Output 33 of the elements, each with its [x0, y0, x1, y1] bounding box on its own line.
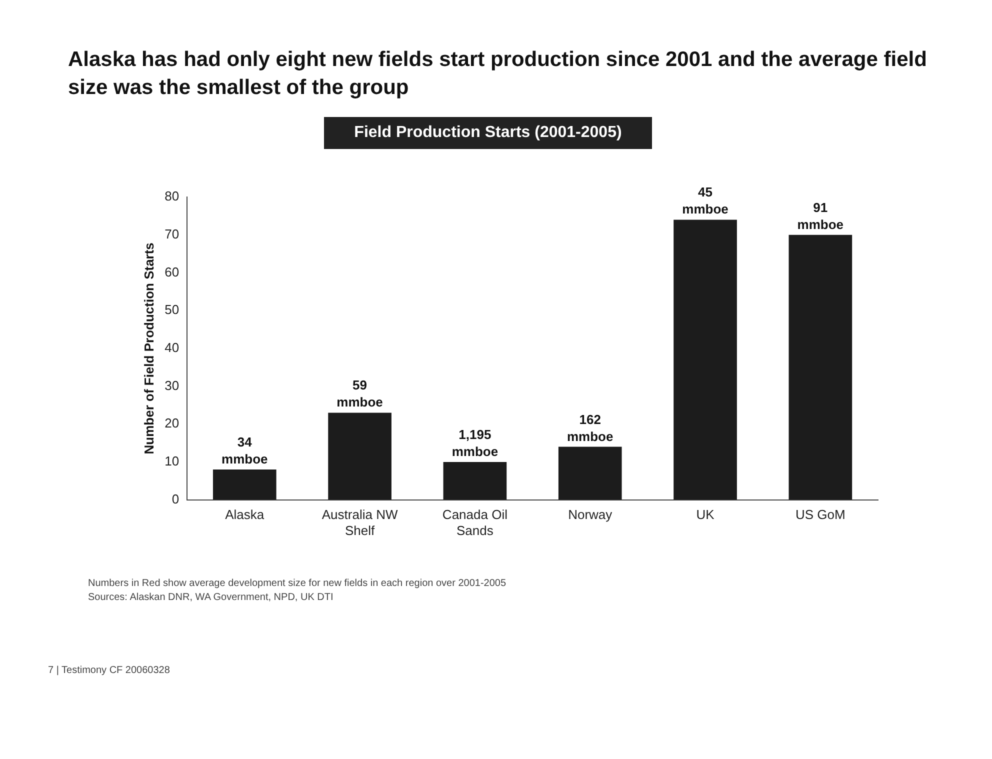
y-tick-label: 0	[172, 491, 180, 506]
source-note: Sources: Alaskan DNR, WA Government, NPD, UK DTI	[88, 590, 334, 605]
bar	[558, 446, 622, 500]
x-tick-label: US GoM	[796, 506, 846, 522]
y-tick-label: 70	[164, 226, 180, 242]
y-axis-title: Number of Field Production Starts	[141, 242, 156, 454]
y-tick-label: 30	[164, 378, 180, 393]
chart-subtitle: Field Production Starts (2001-2005)	[324, 116, 652, 149]
y-tick-label: 50	[164, 302, 180, 317]
bar	[674, 219, 737, 500]
text: Numbers in Red show average development size for new fields in each region over 2001-2005	[88, 576, 508, 591]
x-tick-label: Alaska	[225, 506, 265, 522]
y-tick-label: 80	[164, 188, 180, 204]
x-tick-label: UK	[696, 506, 715, 522]
annotation: 91 mmboe	[797, 200, 844, 232]
chart-title: Alaska has had only eight new fields start production since 2001 and the average field size was the smallest of the group	[67, 47, 928, 102]
annotation: 1,195 mmboe	[452, 426, 498, 459]
annotation: 45 mmboe	[682, 184, 728, 216]
y-tick-label: 40	[164, 340, 180, 355]
bar	[788, 234, 852, 500]
x-tick-label: Norway	[568, 506, 613, 522]
y-tick-label: 60	[164, 264, 180, 279]
bar	[328, 412, 392, 500]
bar	[212, 469, 276, 500]
annotation: 162 mmboe	[566, 411, 614, 444]
text: 7 | Testimony CF 20060328	[48, 664, 171, 676]
annotation: 34 mmboe	[222, 434, 268, 466]
x-tick-label: Australia NW Shelf	[322, 506, 398, 538]
x-tick-label: Canada Oil Sands	[442, 506, 508, 538]
annotation: 59 mmboe	[336, 377, 383, 410]
bar	[443, 462, 507, 500]
y-tick-label: 10	[164, 453, 180, 468]
y-tick-label: 20	[164, 415, 180, 430]
